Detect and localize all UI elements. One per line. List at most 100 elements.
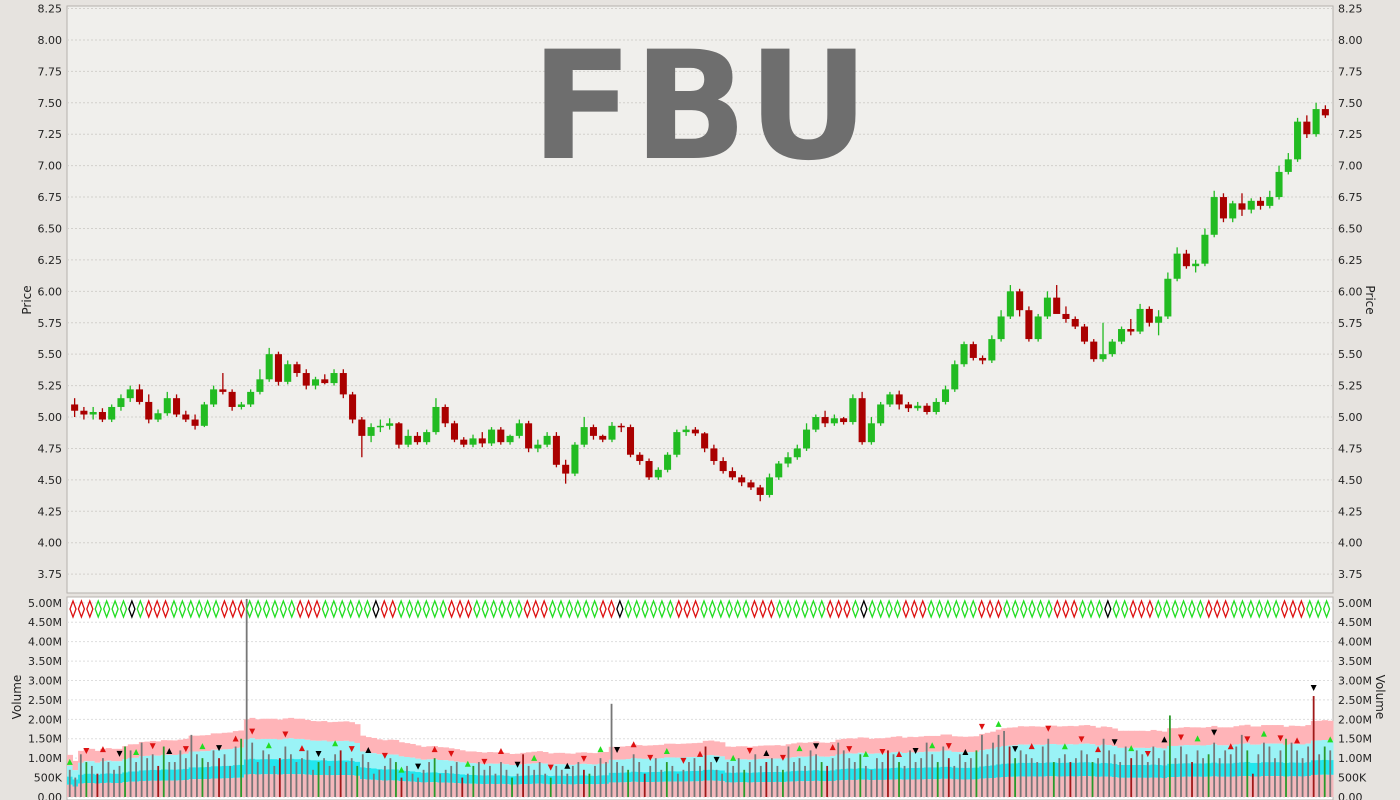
volume-band-upper [1244,724,1251,744]
volume-band-upper [514,753,521,765]
signal-strip-marker [675,599,683,619]
signal-strip-marker [288,599,296,619]
ohlc-bar [460,437,468,448]
volume-bar [267,754,270,797]
volume-band-upper [658,744,665,759]
volume-bar [1180,746,1182,797]
volume-band-upper [210,733,217,750]
volume-band-upper [559,752,566,765]
volume-band-mid [354,742,361,762]
volume-bar [997,734,1000,797]
volume-band-upper [780,745,787,759]
ohlc-bar [1219,193,1227,223]
volume-band-upper [852,738,859,754]
price-tick-label: 6.50 [1338,222,1363,235]
volume-bar [826,765,829,797]
volume-bar [643,773,646,797]
volume-band-mid [293,738,300,760]
volume-signal-marker [1161,736,1168,743]
ohlc-bar [941,385,950,405]
volume-signal-marker [133,749,140,756]
volume-bar [1036,762,1039,797]
volume-bar [1246,750,1249,797]
volume-band-mid [205,751,212,768]
signal-strip-marker [977,599,986,619]
signal-strip-marker [77,599,86,619]
signal-strip-marker [523,599,532,619]
signal-strip-marker [1263,599,1272,619]
volume-bar [74,777,77,797]
volume-bar [411,773,414,797]
signal-strip-marker [1062,599,1070,619]
volume-bar [1262,742,1265,797]
volume-bar [1003,730,1005,797]
volume-band-mid [934,751,941,768]
volume-band-mid [675,757,682,772]
volume-band-mid [459,762,466,775]
volume-band-upper [1095,727,1102,746]
signal-strip-marker [767,599,776,619]
volume-band-upper [934,735,941,752]
volume-band-mid [1172,745,1179,764]
signal-strip-marker [489,599,498,619]
volume-bar [68,769,71,797]
volume-bar [809,750,812,797]
volume-bar [1218,758,1221,797]
volume-bar [1135,750,1138,797]
volume-bar [770,758,773,797]
ohlc-bar [543,432,551,448]
volume-signal-marker [497,748,504,755]
volume-band-upper [299,718,306,739]
volume-signal-marker [879,749,886,756]
volume-signal-marker [464,760,471,767]
volume-band-mid [266,738,273,760]
ohlc-bar [960,341,968,367]
volume-bar [881,762,884,797]
ohlc-bar [904,401,912,412]
ohlc-bar [219,373,227,395]
ohlc-bar [895,390,903,410]
signal-strip-marker [826,599,834,619]
signal-strip-marker [1188,599,1196,619]
volume-band-upper [315,721,322,741]
volume-band-mid [365,752,372,769]
volume-signal-marker [315,751,322,758]
volume-bar [1014,758,1017,797]
volume-band-upper [1299,726,1306,745]
volume-band-upper [155,741,162,756]
volume-band-upper [1150,729,1157,748]
volume-band-upper [1233,726,1240,745]
volume-bar [1157,758,1160,797]
volume-bar [654,758,657,797]
ohlc-bar [135,384,144,405]
ohlc-bar [515,419,523,439]
volume-bar [90,765,93,797]
volume-band-upper [791,743,798,758]
volume-signal-marker [1194,735,1201,742]
volume-band-upper [840,738,848,754]
signal-strip-marker [952,599,961,619]
volume-bar [566,773,569,797]
ohlc-bar [673,429,681,458]
volume-bar [433,758,436,797]
volume-band-upper [1056,726,1063,745]
volume-band-upper [503,752,510,765]
signal-strip-marker [1306,599,1314,619]
volume-bar [1207,754,1210,797]
price-tick-label: 6.50 [38,222,63,235]
volume-bar [583,769,585,797]
volume-signal-marker [282,731,289,738]
volume-bar [1274,758,1276,797]
volume-band-core [1250,762,1257,777]
volume-bar [898,762,900,797]
ohlc-bar [330,369,338,386]
volume-bar [1086,754,1088,797]
volume-band-mid [951,751,958,768]
ohlc-bar [849,394,857,425]
signal-strip-marker [818,599,826,619]
volume-signal-marker [1294,737,1301,744]
signal-strip-marker [565,599,574,619]
volume-tick-label: 1.50M [28,733,62,746]
volume-bar [737,758,740,797]
price-tick-label: 5.25 [38,380,63,393]
